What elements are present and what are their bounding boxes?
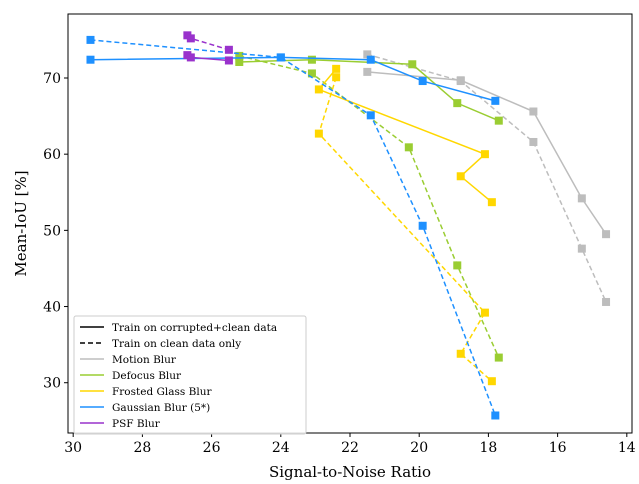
series-line-frosted-glass-blur-solid xyxy=(317,68,493,203)
x-tick-label: 24 xyxy=(272,440,290,456)
legend: Train on corrupted+clean data Train on cl… xyxy=(73,315,307,435)
legend-label-defocus-blur: Defocus Blur xyxy=(112,370,182,382)
data-point-gaussian-blur-5-dashed xyxy=(418,221,427,230)
data-point-psf-blur-solid xyxy=(224,56,233,65)
data-point-gaussian-blur-5-solid xyxy=(418,77,427,86)
series-line-motion-blur-dashed xyxy=(367,53,607,303)
data-point-defocus-blur-solid xyxy=(453,99,462,108)
x-tick-label: 16 xyxy=(549,440,567,456)
legend-box xyxy=(73,315,307,435)
data-point-gaussian-blur-5-dashed xyxy=(491,411,500,420)
data-point-defocus-blur-dashed xyxy=(235,51,244,60)
data-point-gaussian-blur-5-solid xyxy=(86,55,95,64)
data-point-defocus-blur-solid xyxy=(307,55,316,64)
data-point-psf-blur-dashed xyxy=(224,45,233,54)
legend-label-gaussian-blur-5: Gaussian Blur (5*) xyxy=(112,402,210,414)
data-point-motion-blur-dashed xyxy=(456,77,465,86)
data-point-motion-blur-dashed xyxy=(529,137,538,146)
legend-label-train-on-corrupted-clean-data: Train on corrupted+clean data xyxy=(112,322,277,334)
data-point-psf-blur-solid xyxy=(186,53,195,62)
data-point-gaussian-blur-5-dashed xyxy=(276,53,285,62)
data-point-frosted-glass-blur-solid xyxy=(487,198,496,207)
x-tick-label: 30 xyxy=(64,440,82,456)
series-line-frosted-glass-blur-dashed xyxy=(318,77,493,382)
data-point-defocus-blur-dashed xyxy=(494,353,503,362)
data-point-defocus-blur-solid xyxy=(494,116,503,125)
legend-label-motion-blur: Motion Blur xyxy=(112,354,177,366)
data-point-gaussian-blur-5-dashed xyxy=(86,35,95,44)
data-point-motion-blur-dashed xyxy=(602,297,611,306)
x-axis-label: Signal-to-Noise Ratio xyxy=(269,463,431,481)
data-point-gaussian-blur-5-dashed xyxy=(366,111,375,120)
data-point-frosted-glass-blur-solid xyxy=(332,64,341,73)
data-point-gaussian-blur-5-solid xyxy=(366,55,375,64)
y-tick-label: 50 xyxy=(43,223,61,239)
data-point-defocus-blur-dashed xyxy=(307,69,316,78)
y-tick-label: 70 xyxy=(43,71,61,87)
y-tick-label: 40 xyxy=(43,300,61,316)
data-point-motion-blur-solid xyxy=(529,107,538,116)
data-point-defocus-blur-solid xyxy=(408,60,417,69)
data-point-frosted-glass-blur-dashed xyxy=(480,308,489,317)
x-tick-label: 14 xyxy=(618,440,636,456)
x-tick-label: 20 xyxy=(410,440,428,456)
data-point-frosted-glass-blur-dashed xyxy=(314,129,323,138)
data-point-frosted-glass-blur-dashed xyxy=(456,349,465,358)
series-line-gaussian-blur-5-solid xyxy=(90,56,496,102)
data-point-motion-blur-solid xyxy=(602,230,611,239)
legend-label-psf-blur: PSF Blur xyxy=(112,418,161,430)
data-point-motion-blur-dashed xyxy=(363,50,372,59)
data-point-psf-blur-dashed xyxy=(186,34,195,43)
x-tick-label: 22 xyxy=(341,440,359,456)
data-point-frosted-glass-blur-dashed xyxy=(487,377,496,386)
plot-marks xyxy=(86,31,611,420)
data-point-frosted-glass-blur-solid xyxy=(480,150,489,159)
y-axis-label: Mean-IoU [%] xyxy=(12,170,30,276)
y-tick-label: 30 xyxy=(43,376,61,392)
x-tick-label: 18 xyxy=(479,440,497,456)
data-point-frosted-glass-blur-solid xyxy=(314,85,323,94)
data-point-defocus-blur-solid xyxy=(235,57,244,66)
data-point-motion-blur-dashed xyxy=(577,244,586,253)
y-tick-label: 60 xyxy=(43,147,61,163)
data-point-motion-blur-solid xyxy=(363,67,372,76)
data-point-defocus-blur-dashed xyxy=(404,143,413,152)
data-point-frosted-glass-blur-solid xyxy=(456,172,465,181)
x-tick-label: 26 xyxy=(203,440,221,456)
data-point-motion-blur-solid xyxy=(577,194,586,203)
axis-ticks: 30 28 26 24 22 20 18 16 14 30 40 50 60 70 xyxy=(43,71,636,456)
data-point-defocus-blur-dashed xyxy=(453,261,462,270)
x-tick-label: 28 xyxy=(133,440,151,456)
legend-label-frosted-glass-blur: Frosted Glass Blur xyxy=(112,386,212,398)
legend-label-train-on-clean-data-only: Train on clean data only xyxy=(112,338,241,350)
data-point-gaussian-blur-5-solid xyxy=(491,96,500,105)
data-point-frosted-glass-blur-dashed xyxy=(332,73,341,82)
